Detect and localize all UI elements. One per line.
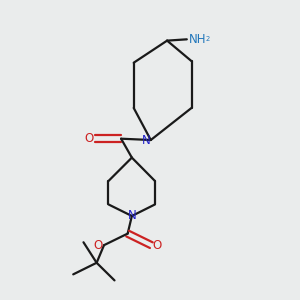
Text: O: O [94, 239, 103, 252]
Text: N: N [142, 134, 150, 146]
Text: $_2$: $_2$ [205, 34, 211, 44]
Text: NH: NH [189, 33, 206, 46]
Text: O: O [152, 239, 162, 252]
Text: O: O [84, 132, 94, 145]
Text: N: N [128, 209, 136, 223]
